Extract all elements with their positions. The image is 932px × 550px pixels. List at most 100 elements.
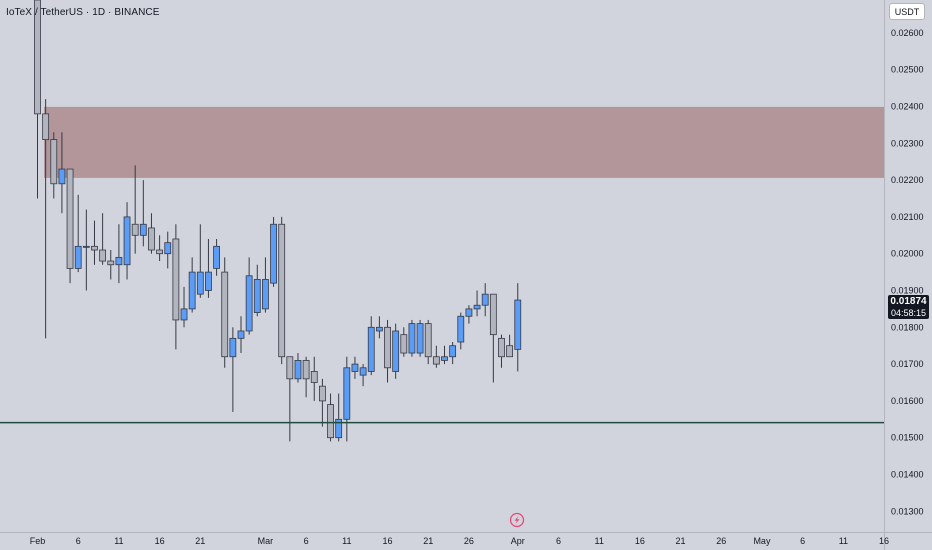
candle-body — [367, 326, 375, 372]
candle-body — [164, 242, 172, 255]
time-axis-labels[interactable]: Feb 6 11 16 21 Mar 6 11 16 21 26 Apr 6 11 16 21 26 May 6 11… — [30, 536, 889, 546]
candle — [441, 345, 448, 365]
candle-body — [481, 293, 489, 306]
time-tick-label: 16 — [155, 536, 165, 546]
price-tick-label: 0.01600 — [891, 396, 924, 406]
candle-body — [327, 404, 334, 439]
candle-body — [188, 271, 196, 310]
candle — [457, 312, 465, 350]
price-tick-label: 0.02600 — [891, 28, 924, 38]
candle-body — [148, 227, 155, 251]
candle-body — [213, 245, 220, 269]
candle — [343, 356, 351, 442]
candle — [164, 231, 172, 269]
price-tick-label: 0.01800 — [891, 322, 924, 332]
candle — [318, 378, 326, 427]
candle — [213, 238, 220, 276]
candle-body — [66, 168, 74, 269]
candle-body — [473, 304, 481, 310]
candle — [327, 393, 334, 442]
candle-body — [424, 323, 432, 358]
candle — [408, 319, 416, 357]
candle — [139, 180, 147, 247]
price-tick-label: 0.01400 — [891, 470, 924, 480]
candle-body — [180, 308, 188, 321]
candle-body — [498, 337, 505, 358]
candle — [392, 323, 400, 379]
candle — [148, 213, 155, 254]
candle-body — [50, 139, 58, 185]
time-tick-label: 6 — [556, 536, 561, 546]
currency-selector[interactable]: USDT — [889, 3, 925, 20]
price-axis-labels[interactable]: 0.02600 0.02500 0.02400 0.02300 0.02200 0.021… — [891, 28, 924, 516]
candle-body — [172, 238, 180, 321]
candle-body — [408, 323, 416, 354]
candle-body — [229, 337, 237, 358]
time-tick-label: 11 — [114, 536, 123, 546]
candle — [335, 393, 343, 442]
supply-zone — [44, 106, 884, 178]
candle-body — [34, 0, 41, 115]
bar-close-countdown: 04:58:15 — [890, 308, 927, 318]
time-tick-label: 26 — [716, 536, 726, 546]
time-tick-label: 16 — [383, 536, 393, 546]
price-tick-label: 0.02400 — [891, 102, 924, 112]
candle-body — [343, 367, 351, 420]
candle-body — [237, 330, 245, 339]
candle — [367, 316, 375, 376]
time-tick-label: 16 — [635, 536, 645, 546]
candle-body — [351, 363, 359, 372]
candle — [123, 202, 131, 280]
candle-body — [400, 334, 408, 354]
candle — [310, 356, 318, 401]
price-tick-label: 0.01900 — [891, 286, 924, 296]
candle-body — [270, 223, 277, 284]
candle — [473, 290, 481, 317]
candle-body — [139, 223, 147, 236]
candle-body — [375, 326, 383, 332]
replay-lightning-icon[interactable] — [509, 512, 525, 528]
candle — [131, 165, 139, 254]
candle — [262, 257, 269, 313]
candle — [416, 319, 424, 357]
candle — [465, 305, 473, 324]
price-tick-label: 0.02100 — [891, 212, 924, 222]
candle — [34, 0, 41, 199]
candle — [74, 194, 82, 273]
candle-body — [335, 418, 343, 439]
price-tick-label: 0.01300 — [891, 506, 924, 516]
candle-body — [506, 345, 514, 358]
candle — [42, 99, 50, 339]
candle-body — [384, 326, 391, 369]
candles — [34, 0, 522, 442]
candle-body — [91, 245, 98, 251]
candle-body — [392, 330, 400, 372]
time-tick-label: 6 — [76, 536, 81, 546]
candle-body — [74, 245, 82, 269]
candle — [375, 316, 383, 339]
candle-body — [432, 356, 440, 365]
candle — [302, 356, 310, 398]
time-tick-label: 21 — [195, 536, 205, 546]
price-tick-label: 0.02000 — [891, 249, 924, 259]
time-tick-label: 21 — [676, 536, 686, 546]
candle — [196, 224, 204, 298]
candle-body — [123, 216, 131, 266]
candle — [58, 132, 66, 214]
candle — [481, 283, 489, 317]
candle — [107, 250, 115, 280]
time-tick-label: 11 — [594, 536, 603, 546]
candle — [156, 235, 164, 262]
candle-body — [278, 223, 286, 358]
candle-body — [359, 367, 367, 376]
candle-body — [286, 356, 294, 380]
price-tick-label: 0.01700 — [891, 359, 924, 369]
candle — [245, 257, 253, 335]
candle-body — [245, 275, 253, 332]
candle — [66, 168, 74, 284]
candle — [172, 224, 180, 350]
price-tick-label: 0.02300 — [891, 138, 924, 148]
candle-body — [131, 223, 139, 236]
